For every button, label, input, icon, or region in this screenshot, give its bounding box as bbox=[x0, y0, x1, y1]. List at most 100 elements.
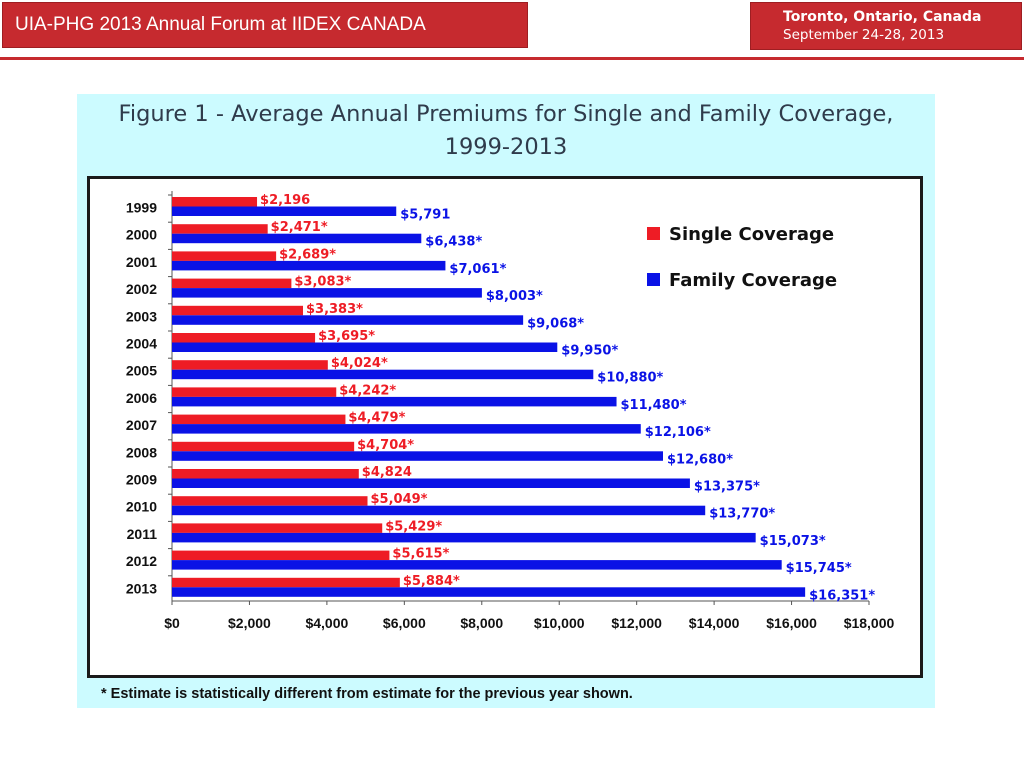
bar-family-coverage bbox=[172, 233, 422, 244]
bar-single-coverage bbox=[172, 414, 346, 425]
category-label: 2011 bbox=[127, 526, 158, 542]
bar-family-coverage bbox=[172, 424, 641, 434]
data-label-family: $6,438* bbox=[425, 235, 482, 250]
category-label: 2007 bbox=[126, 417, 157, 433]
location-text: Toronto, Ontario, Canada bbox=[783, 9, 982, 25]
category-label: 2008 bbox=[126, 444, 157, 460]
category-label: 2005 bbox=[126, 363, 157, 379]
x-tick-label: $8,000 bbox=[460, 615, 503, 631]
category-label: 2000 bbox=[126, 227, 157, 243]
chart-frame: $0 $2,000 $4,000 $6,000 $8,000 $10,000 $12,000… bbox=[87, 176, 923, 678]
data-label-single: $2,196 bbox=[260, 193, 310, 208]
legend-swatch bbox=[647, 273, 660, 286]
x-tick-label: $18,000 bbox=[844, 615, 895, 631]
chart-title-line-1: Figure 1 - Average Annual Premiums for S… bbox=[118, 101, 894, 127]
data-label-single: $3,083* bbox=[294, 275, 351, 290]
data-label-family: $15,745* bbox=[786, 561, 852, 576]
bar-single-coverage bbox=[172, 387, 337, 397]
data-label-single: $2,471* bbox=[271, 220, 328, 235]
forum-title-banner: UIA-PHG 2013 Annual Forum at IIDEX CANAD… bbox=[2, 2, 528, 48]
data-label-family: $13,770* bbox=[709, 507, 775, 522]
x-tick-label: $2,000 bbox=[228, 615, 271, 631]
data-label-family: $16,351* bbox=[809, 588, 875, 603]
category-label: 2002 bbox=[126, 281, 157, 297]
data-label-single: $4,824 bbox=[362, 465, 412, 480]
data-label-single: $5,429* bbox=[385, 519, 442, 534]
data-label-family: $11,480* bbox=[621, 398, 687, 413]
data-label-single: $5,884* bbox=[403, 574, 460, 589]
bar-single-coverage bbox=[172, 523, 383, 533]
data-label-single: $3,383* bbox=[306, 302, 363, 317]
bar-family-coverage bbox=[172, 451, 663, 461]
bar-family-coverage bbox=[172, 532, 756, 543]
legend-swatch bbox=[647, 227, 660, 240]
bar-family-coverage bbox=[172, 560, 782, 570]
bar-chart: $0 $2,000 $4,000 $6,000 $8,000 $10,000 $12,000… bbox=[126, 191, 895, 631]
header-divider bbox=[0, 57, 1024, 60]
category-label: 2004 bbox=[126, 336, 157, 352]
bar-family-coverage bbox=[172, 505, 706, 516]
bar-single-coverage bbox=[172, 360, 328, 370]
category-label: 2013 bbox=[126, 580, 157, 596]
category-label: 2003 bbox=[126, 308, 157, 324]
legend-label: Single Coverage bbox=[669, 224, 834, 245]
bar-family-coverage bbox=[172, 288, 482, 298]
category-label: 1999 bbox=[126, 200, 157, 216]
bar-single-coverage bbox=[172, 197, 258, 207]
data-label-family: $15,073* bbox=[760, 534, 826, 549]
bar-single-coverage bbox=[172, 577, 400, 588]
bar-single-coverage bbox=[172, 333, 316, 343]
chart-title-line-2: 1999-2013 bbox=[444, 134, 568, 160]
x-tick-label: $12,000 bbox=[611, 615, 662, 631]
data-label-family: $9,068* bbox=[527, 316, 584, 331]
bar-family-coverage bbox=[172, 478, 690, 488]
bar-family-coverage bbox=[172, 260, 446, 271]
data-label-single: $4,704* bbox=[357, 438, 414, 453]
bar-family-coverage bbox=[172, 206, 397, 216]
location-banner: Toronto, Ontario, Canada September 24-28… bbox=[750, 2, 1022, 50]
x-tick-label: $16,000 bbox=[766, 615, 817, 631]
x-tick-label: $0 bbox=[164, 615, 180, 631]
data-label-single: $5,049* bbox=[371, 492, 428, 507]
data-label-single: $5,615* bbox=[392, 547, 449, 562]
category-label: 2009 bbox=[126, 472, 157, 488]
figure-panel: Figure 1 - Average Annual Premiums for S… bbox=[77, 94, 935, 708]
bar-family-coverage bbox=[172, 342, 558, 352]
x-tick-label: $10,000 bbox=[534, 615, 585, 631]
data-label-single: $4,479* bbox=[348, 411, 405, 426]
x-tick-label: $4,000 bbox=[305, 615, 348, 631]
category-label: 2010 bbox=[126, 499, 157, 515]
data-label-family: $7,061* bbox=[449, 262, 506, 277]
forum-title: UIA-PHG 2013 Annual Forum at IIDEX CANAD… bbox=[15, 14, 426, 35]
bar-single-coverage bbox=[172, 251, 277, 261]
bar-family-coverage bbox=[172, 396, 617, 407]
bar-family-coverage bbox=[172, 587, 806, 597]
category-label: 2001 bbox=[126, 254, 157, 270]
data-label-single: $4,242* bbox=[339, 383, 396, 398]
dates-text: September 24-28, 2013 bbox=[783, 27, 945, 43]
bar-single-coverage bbox=[172, 441, 355, 452]
footnote: * Estimate is statistically different fr… bbox=[101, 686, 633, 702]
category-label: 2006 bbox=[126, 390, 157, 406]
bar-family-coverage bbox=[172, 315, 524, 325]
bar-family-coverage bbox=[172, 369, 594, 380]
x-tick-label: $14,000 bbox=[689, 615, 740, 631]
bar-single-coverage bbox=[172, 469, 359, 479]
bar-single-coverage bbox=[172, 224, 268, 234]
data-label-single: $3,695* bbox=[318, 329, 375, 344]
data-label-family: $12,680* bbox=[667, 452, 733, 467]
x-tick-label: $6,000 bbox=[383, 615, 426, 631]
data-label-family: $9,950* bbox=[561, 344, 618, 359]
chart-title: Figure 1 - Average Annual Premiums for S… bbox=[77, 98, 935, 164]
bar-single-coverage bbox=[172, 550, 390, 561]
data-label-family: $8,003* bbox=[486, 289, 543, 304]
data-label-family: $10,880* bbox=[597, 371, 663, 386]
data-label-family: $13,375* bbox=[694, 480, 760, 495]
bar-single-coverage bbox=[172, 305, 303, 316]
data-label-family: $12,106* bbox=[645, 425, 711, 440]
bar-single-coverage bbox=[172, 278, 292, 289]
data-label-single: $2,689* bbox=[279, 247, 336, 262]
bar-single-coverage bbox=[172, 496, 368, 506]
data-label-family: $5,791 bbox=[400, 208, 450, 223]
data-label-single: $4,024* bbox=[331, 356, 388, 371]
